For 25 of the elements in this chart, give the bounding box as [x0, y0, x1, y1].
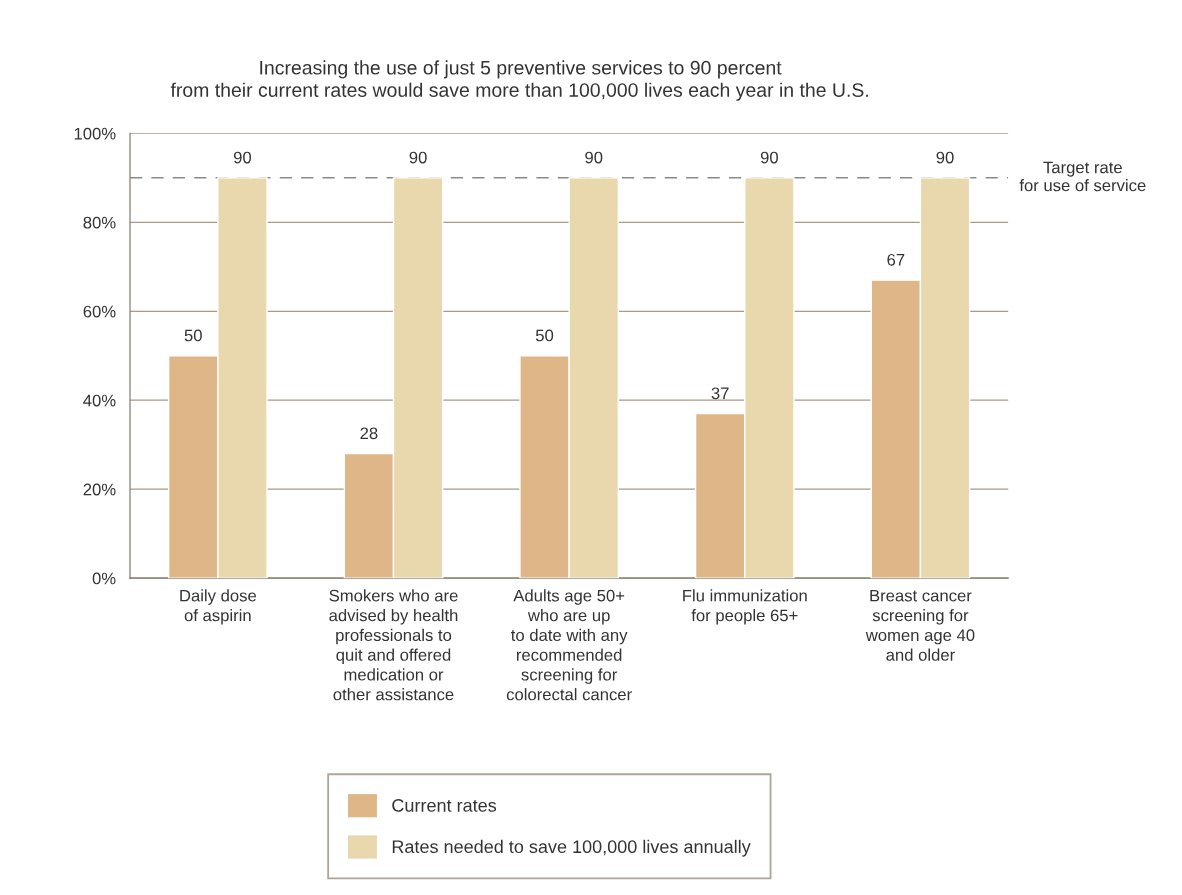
chart-title: Increasing the use of just 5 preventive services to 90 percent from their current rates would save more than 100,000 lives each year in the U.S.	[170, 60, 868, 101]
x-tick-label: Daily dose of aspirin	[180, 589, 257, 625]
data-label: 90	[760, 151, 778, 164]
data-label: 67	[887, 253, 905, 266]
legend-label: Rates needed to save 100,000 lives annually	[392, 839, 751, 857]
y-tick-label: 20%	[83, 483, 116, 496]
y-tick-label: 80%	[83, 216, 116, 229]
data-label: 50	[535, 329, 554, 342]
data-label: 50	[184, 329, 202, 342]
data-label: 90	[233, 151, 252, 164]
data-label: 28	[360, 427, 378, 440]
y-tick-label: 40%	[83, 394, 116, 407]
legend-label: Current rates	[392, 799, 497, 812]
x-tick-label: Smokers who are advised by health professionals to quit and offered medication or other assistance	[329, 589, 458, 701]
y-tick-label: 0%	[92, 572, 116, 585]
x-tick-label: Breast cancer screening for women age 40 and older	[865, 589, 975, 661]
data-label: 90	[585, 151, 603, 164]
y-tick-label: 100%	[74, 127, 116, 140]
data-label: 90	[936, 151, 954, 164]
data-label: 37	[711, 387, 729, 400]
x-tick-label: Adults age 50+ who are up to date with any recommended screening for colorectal cancer	[506, 589, 632, 701]
x-tick-label: Flu immunization for people 65+	[683, 589, 807, 625]
y-tick-label: 60%	[83, 305, 116, 318]
ref-line-label: Target rate for use of service	[1019, 161, 1146, 192]
data-label: 90	[409, 151, 427, 164]
